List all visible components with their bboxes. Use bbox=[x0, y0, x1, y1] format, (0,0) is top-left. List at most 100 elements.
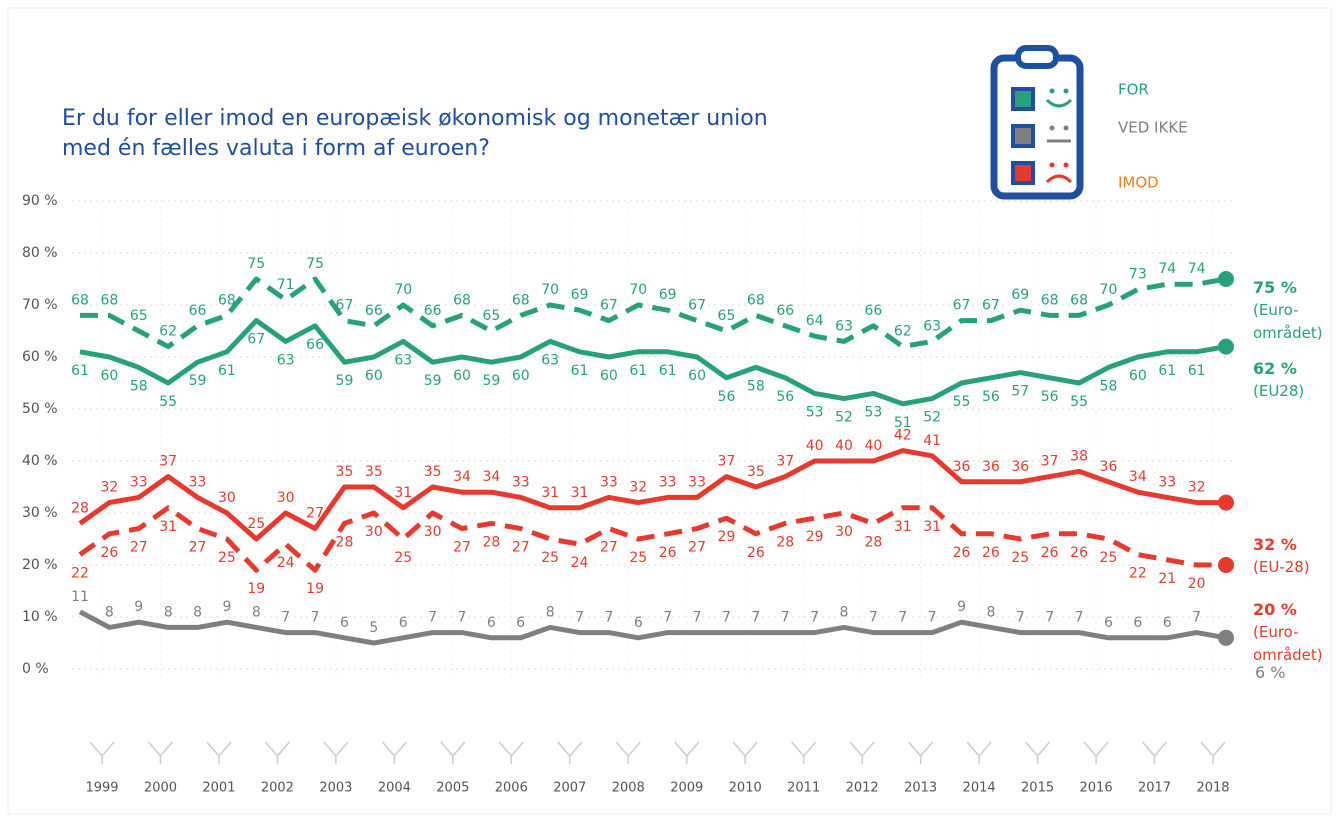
x-tick-mark bbox=[206, 741, 232, 764]
data-label: 28 bbox=[482, 534, 500, 550]
x-tick-label: 2010 bbox=[729, 781, 762, 796]
data-label: 67 bbox=[247, 332, 265, 348]
data-label: 65 bbox=[718, 308, 736, 324]
data-label: 60 bbox=[365, 368, 383, 384]
x-tick-label: 2014 bbox=[963, 781, 996, 796]
data-label: 61 bbox=[1158, 363, 1176, 379]
y-tick-label: 30 % bbox=[22, 505, 58, 521]
data-label: 71 bbox=[277, 277, 295, 293]
y-tick-label: 80 % bbox=[22, 245, 58, 261]
data-label: 28 bbox=[776, 534, 794, 550]
data-label: 28 bbox=[71, 500, 89, 516]
data-label: 68 bbox=[453, 292, 471, 308]
end-marker bbox=[1218, 338, 1234, 355]
x-tick-label: 2006 bbox=[495, 781, 528, 796]
data-label: 42 bbox=[894, 428, 912, 444]
data-label: 36 bbox=[953, 459, 971, 475]
data-label: 67 bbox=[688, 298, 706, 314]
data-label: 33 bbox=[1158, 474, 1176, 490]
data-label: 25 bbox=[629, 550, 647, 566]
data-label: 66 bbox=[306, 337, 324, 353]
data-label: 27 bbox=[688, 540, 706, 556]
data-label: 31 bbox=[923, 519, 941, 535]
data-label: 26 bbox=[953, 545, 971, 561]
data-label: 7 bbox=[1192, 610, 1201, 626]
data-label: 31 bbox=[394, 485, 412, 501]
data-label: 63 bbox=[394, 352, 412, 368]
data-label: 70 bbox=[394, 282, 412, 298]
data-label: 61 bbox=[1188, 363, 1206, 379]
data-label: 27 bbox=[306, 506, 324, 522]
data-label: 9 bbox=[222, 599, 231, 615]
data-label: 52 bbox=[835, 410, 853, 426]
line bbox=[80, 276, 1227, 350]
data-label: 33 bbox=[189, 474, 207, 490]
x-tick-label: 2017 bbox=[1138, 781, 1171, 796]
data-label: 68 bbox=[512, 292, 530, 308]
data-label: 34 bbox=[1129, 469, 1147, 485]
end-label: 32 % (EU-28) bbox=[1253, 533, 1329, 579]
legend-label: IMOD bbox=[1118, 174, 1159, 192]
data-label: 55 bbox=[953, 394, 971, 410]
data-label: 8 bbox=[252, 604, 261, 620]
data-label: 7 bbox=[281, 610, 290, 626]
data-label: 75 bbox=[306, 256, 324, 272]
data-label: 31 bbox=[541, 485, 559, 501]
end-label: 20 % (Euro-området) bbox=[1253, 598, 1329, 667]
x-tick-label: 2001 bbox=[202, 781, 235, 796]
x-tick-label: 2003 bbox=[319, 781, 352, 796]
data-label: 7 bbox=[428, 610, 437, 626]
data-label: 22 bbox=[71, 566, 89, 582]
data-label: 6 bbox=[399, 615, 408, 631]
line bbox=[79, 318, 1227, 407]
y-tick-label: 40 % bbox=[22, 453, 58, 469]
data-label: 32 bbox=[629, 480, 647, 496]
data-label: 68 bbox=[218, 292, 236, 308]
end-label: 62 % (EU28) bbox=[1253, 357, 1329, 403]
data-label: 64 bbox=[806, 313, 824, 329]
data-label: 58 bbox=[130, 378, 148, 394]
data-label: 41 bbox=[923, 433, 941, 449]
data-label: 6 bbox=[516, 615, 525, 631]
data-label: 8 bbox=[164, 604, 173, 620]
data-label: 31 bbox=[571, 485, 589, 501]
data-label: 56 bbox=[776, 389, 794, 405]
data-label: 53 bbox=[864, 404, 882, 420]
data-label: 6 bbox=[1133, 615, 1142, 631]
data-label: 27 bbox=[600, 540, 618, 556]
x-tick-mark bbox=[264, 741, 290, 764]
data-label: 65 bbox=[130, 308, 148, 324]
data-label: 37 bbox=[776, 454, 794, 470]
data-label: 67 bbox=[982, 298, 1000, 314]
data-label: 7 bbox=[781, 610, 790, 626]
data-label: 55 bbox=[159, 394, 177, 410]
x-tick-mark bbox=[732, 741, 758, 764]
data-label: 30 bbox=[835, 524, 853, 540]
data-label: 19 bbox=[247, 581, 265, 597]
data-label: 6 bbox=[340, 615, 349, 631]
data-label: 60 bbox=[512, 368, 530, 384]
data-label: 36 bbox=[982, 459, 1000, 475]
data-label: 27 bbox=[453, 540, 471, 556]
x-tick-mark bbox=[498, 741, 524, 764]
data-label: 6 bbox=[1104, 615, 1113, 631]
data-label: 7 bbox=[1045, 610, 1054, 626]
data-label: 69 bbox=[1011, 287, 1029, 303]
series-name: (EU28) bbox=[1253, 382, 1305, 400]
data-label: 62 bbox=[159, 324, 177, 340]
data-label: 59 bbox=[482, 373, 500, 389]
data-label: 70 bbox=[1100, 282, 1118, 298]
data-label: 69 bbox=[659, 287, 677, 303]
x-tick-label: 2013 bbox=[904, 781, 937, 796]
data-label: 33 bbox=[688, 474, 706, 490]
data-label: 7 bbox=[575, 610, 584, 626]
data-label: 60 bbox=[1129, 368, 1147, 384]
series-name: (EU-28) bbox=[1253, 558, 1310, 576]
x-tick-mark bbox=[1025, 741, 1051, 764]
data-label: 26 bbox=[1070, 545, 1088, 561]
data-label: 6 bbox=[634, 615, 643, 631]
data-label: 66 bbox=[189, 303, 207, 319]
y-tick-label: 50 % bbox=[22, 401, 58, 417]
data-label: 60 bbox=[600, 368, 618, 384]
data-label: 34 bbox=[482, 469, 500, 485]
